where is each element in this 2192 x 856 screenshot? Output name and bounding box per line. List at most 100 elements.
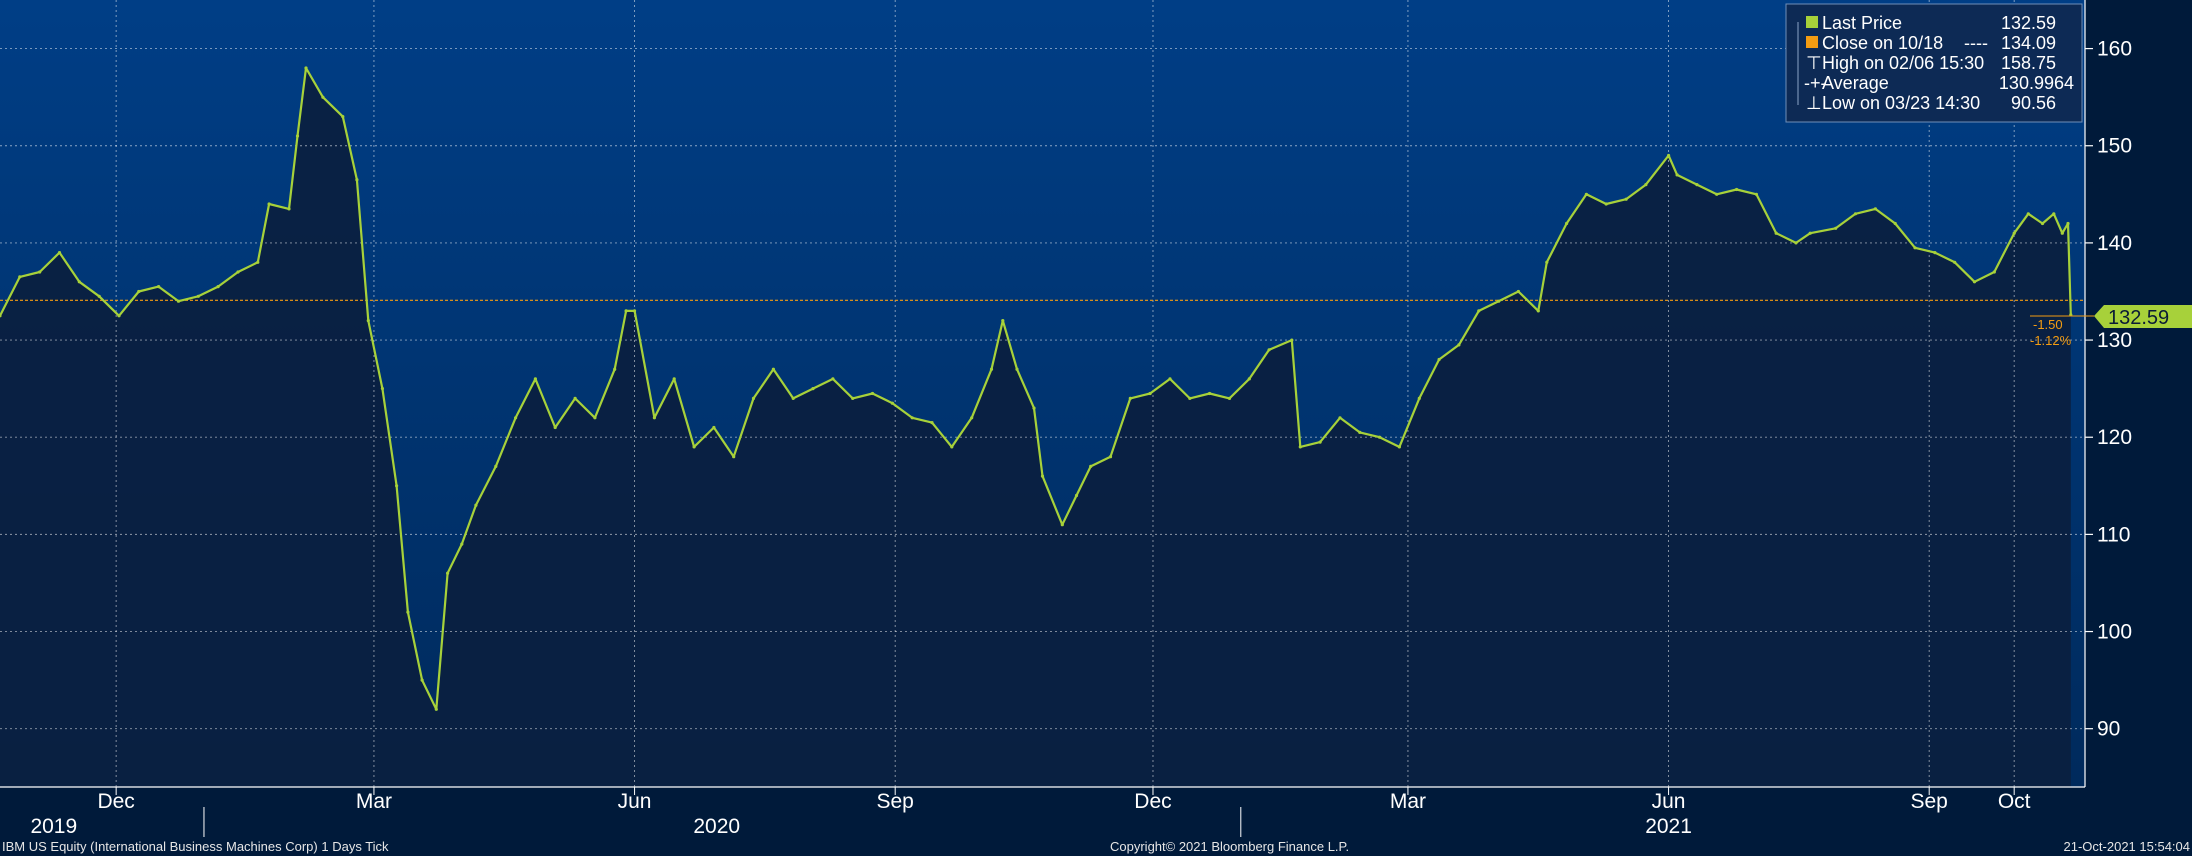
y-tick-label: 110: [2097, 523, 2130, 546]
y-tick-label: 90: [2097, 718, 2120, 741]
price-point: [613, 367, 617, 371]
year-label: 2021: [1645, 815, 1692, 838]
price-point: [137, 289, 141, 294]
price-point: [1893, 221, 1897, 226]
x-tick-label: Sep: [1911, 790, 1948, 813]
footer-security: IBM US Equity (International Business Ma…: [2, 839, 389, 854]
x-tick-label: Sep: [877, 790, 914, 813]
price-point: [771, 367, 776, 371]
last-price-swatch: [1806, 16, 1818, 28]
price-point: [1774, 231, 1778, 235]
price-point: [1168, 377, 1172, 381]
price-point: [514, 416, 518, 420]
price-point: [2026, 212, 2030, 216]
x-tick-label: Mar: [356, 790, 392, 813]
price-point: [1001, 319, 1005, 323]
price-point: [851, 396, 855, 400]
price-point: [57, 251, 62, 255]
price-point: [791, 396, 795, 400]
price-point: [1497, 299, 1501, 303]
price-point: [1290, 338, 1294, 342]
legend-close-label: Close on 10/18: [1822, 33, 1943, 53]
price-point: [950, 445, 954, 449]
price-point: [304, 66, 308, 70]
legend-close-dash-icon: ----: [1964, 33, 1988, 53]
price-point: [1208, 391, 1212, 396]
price-point: [1074, 493, 1079, 498]
price-point: [593, 416, 597, 420]
price-point: [1834, 226, 1838, 230]
y-tick-label: 140: [2097, 232, 2132, 255]
price-point: [355, 178, 359, 182]
price-tag-value: 132.59: [2108, 307, 2169, 329]
price-tag-shape: [2094, 305, 2192, 328]
y-tick-label: 150: [2097, 135, 2132, 158]
price-point: [1338, 416, 1342, 420]
price-point: [1516, 289, 1520, 294]
price-point: [1397, 445, 1401, 449]
price-point: [573, 396, 577, 400]
price-point: [1584, 192, 1588, 196]
price-point: [38, 270, 42, 274]
price-point: [2012, 231, 2016, 235]
price-point: [1015, 367, 1019, 371]
legend-close-value: 134.09: [2001, 33, 2056, 53]
x-tick-label: Dec: [97, 790, 134, 813]
price-point: [1953, 260, 1957, 264]
grid: [0, 0, 2085, 787]
price-point: [1247, 377, 1251, 381]
price-point: [890, 401, 895, 405]
y-tick-label: 160: [2097, 38, 2132, 61]
last-price-tag: 132.59: [2030, 305, 2192, 329]
price-point: [1913, 246, 1917, 250]
price-change: -1.50: [2033, 317, 2063, 332]
price-point: [474, 503, 478, 507]
price-point: [652, 416, 657, 420]
price-point: [1735, 187, 1739, 192]
price-point: [1040, 474, 1045, 478]
price-point: [2052, 212, 2056, 216]
price-point: [460, 542, 464, 546]
price-point: [1644, 183, 1648, 187]
price-point: [1853, 212, 1858, 216]
price-point: [1933, 251, 1937, 255]
price-point: [1437, 357, 1441, 362]
price-point: [672, 377, 676, 381]
price-point: [1992, 270, 1996, 274]
price-point: [77, 280, 81, 284]
x-tick-label: Jun: [618, 790, 652, 813]
price-point: [196, 294, 200, 298]
price-point: [2066, 221, 2070, 226]
average-marker-icon: -+-: [1804, 73, 1827, 93]
legend-last-price-label: Last Price: [1822, 13, 1902, 33]
price-point: [553, 425, 557, 430]
price-point: [97, 294, 101, 298]
price-point: [1318, 440, 1322, 444]
legend-high-label: High on 02/06 15:30: [1822, 53, 1984, 73]
price-point: [811, 387, 815, 391]
x-tick-label: Mar: [1390, 790, 1426, 813]
x-axis: Dec Mar Jun Sep Dec Mar Jun Sep Oct 2019 2020 2021: [30, 787, 2031, 838]
footer-copyright: Copyright© 2021 Bloomberg Finance L.P.: [1110, 839, 1349, 854]
y-tick-label: 120: [2097, 426, 2132, 449]
price-point: [287, 207, 291, 211]
price-point: [624, 309, 628, 313]
price-point: [0, 314, 2, 318]
price-point: [1715, 192, 1719, 196]
y-axis: 90 100 110 120 130 140 150 160: [2085, 38, 2132, 741]
price-point: [1754, 192, 1758, 196]
price-point: [870, 391, 875, 396]
price-point: [1972, 280, 1977, 284]
price-point: [236, 270, 240, 274]
price-point: [1417, 396, 1421, 400]
price-point: [1457, 343, 1461, 347]
year-label: 2020: [693, 815, 740, 838]
price-point: [1128, 396, 1132, 400]
price-point: [910, 416, 914, 420]
price-point: [1545, 260, 1549, 264]
price-point: [1675, 173, 1679, 177]
price-point: [1667, 153, 1671, 158]
price-series: [0, 66, 2073, 711]
price-change-pct: -1.12%: [2030, 333, 2072, 348]
